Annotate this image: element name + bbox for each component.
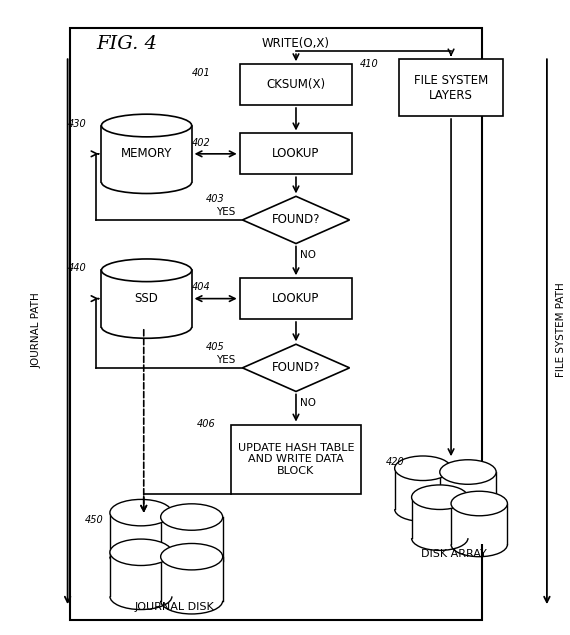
Text: 430: 430 xyxy=(68,119,87,129)
Text: FILE SYSTEM PATH: FILE SYSTEM PATH xyxy=(556,283,566,377)
Bar xyxy=(239,64,352,105)
Bar xyxy=(239,133,352,174)
Text: YES: YES xyxy=(216,356,235,365)
Text: CKSUM(X): CKSUM(X) xyxy=(266,78,325,91)
Bar xyxy=(110,512,172,557)
Text: LOOKUP: LOOKUP xyxy=(272,147,320,161)
Ellipse shape xyxy=(440,460,496,485)
Bar xyxy=(399,60,503,116)
Bar xyxy=(451,504,507,544)
Ellipse shape xyxy=(412,485,468,509)
Ellipse shape xyxy=(110,499,172,526)
Text: FILE SYSTEM
LAYERS: FILE SYSTEM LAYERS xyxy=(414,74,488,102)
Polygon shape xyxy=(242,344,349,391)
Text: UPDATE HASH TABLE
AND WRITE DATA
BLOCK: UPDATE HASH TABLE AND WRITE DATA BLOCK xyxy=(238,443,354,476)
Ellipse shape xyxy=(161,544,223,570)
Bar xyxy=(71,28,482,620)
Polygon shape xyxy=(242,196,349,244)
Bar xyxy=(440,472,496,513)
Text: 402: 402 xyxy=(192,138,210,147)
Bar xyxy=(161,557,223,601)
Text: WRITE(O,X): WRITE(O,X) xyxy=(262,37,330,50)
Text: 404: 404 xyxy=(192,283,210,292)
Bar xyxy=(412,497,468,538)
Text: 440: 440 xyxy=(68,264,87,274)
Text: 405: 405 xyxy=(206,342,225,352)
Text: 450: 450 xyxy=(84,515,103,525)
Text: YES: YES xyxy=(216,208,235,217)
Text: DISK ARRAY: DISK ARRAY xyxy=(421,549,487,559)
Bar xyxy=(239,278,352,319)
Text: 406: 406 xyxy=(197,419,216,429)
Bar xyxy=(161,517,223,561)
Text: JOURNAL PATH: JOURNAL PATH xyxy=(31,292,42,368)
Ellipse shape xyxy=(394,456,451,481)
Text: FIG. 4: FIG. 4 xyxy=(96,35,157,53)
Text: FOUND?: FOUND? xyxy=(272,213,320,227)
Ellipse shape xyxy=(161,504,223,530)
Bar xyxy=(394,468,451,509)
Ellipse shape xyxy=(110,539,172,566)
Bar xyxy=(101,271,192,327)
Text: JOURNAL DISK: JOURNAL DISK xyxy=(135,602,215,612)
Text: 401: 401 xyxy=(192,69,210,78)
Bar xyxy=(110,552,172,596)
Text: LOOKUP: LOOKUP xyxy=(272,292,320,305)
Text: 410: 410 xyxy=(360,59,378,69)
Ellipse shape xyxy=(101,259,192,281)
Bar xyxy=(101,126,192,182)
Text: 420: 420 xyxy=(386,457,405,467)
Bar xyxy=(231,425,361,494)
Text: MEMORY: MEMORY xyxy=(121,147,172,161)
Text: NO: NO xyxy=(300,398,316,408)
Ellipse shape xyxy=(451,491,507,516)
Text: SSD: SSD xyxy=(135,292,158,305)
Text: NO: NO xyxy=(300,250,316,260)
Text: FOUND?: FOUND? xyxy=(272,361,320,375)
Text: 403: 403 xyxy=(206,194,225,204)
Ellipse shape xyxy=(101,114,192,137)
